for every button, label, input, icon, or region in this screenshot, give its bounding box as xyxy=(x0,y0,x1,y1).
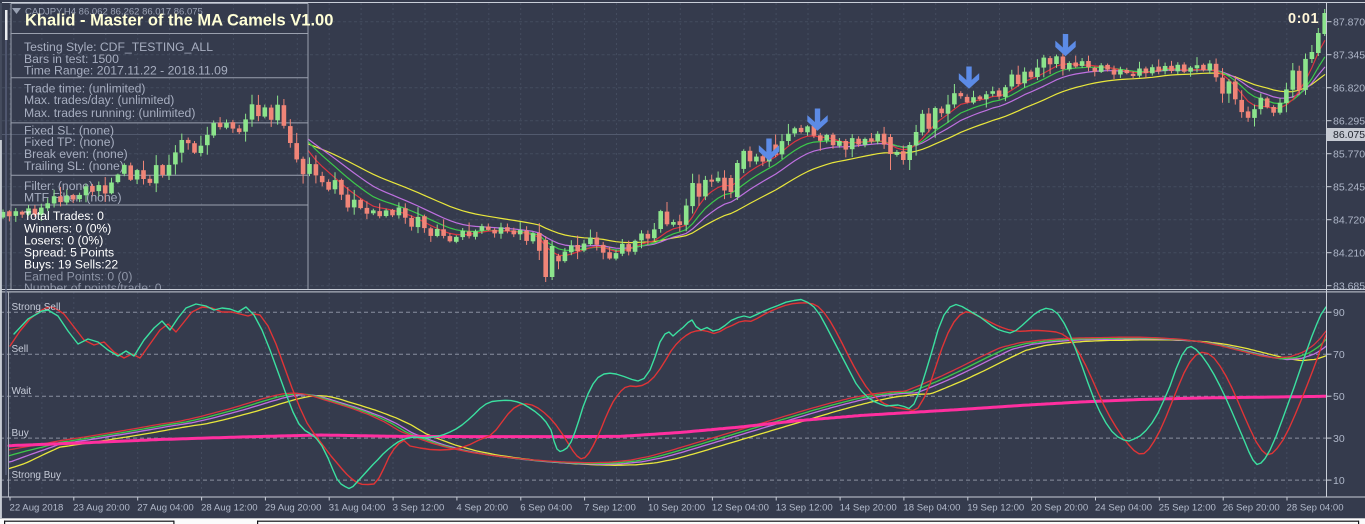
svg-text:Fixed TP: (none): Fixed TP: (none) xyxy=(24,135,115,149)
svg-text:Testing Style: CDF_TESTING_ALL: Testing Style: CDF_TESTING_ALL xyxy=(24,40,213,54)
svg-text:28 Aug 12:00: 28 Aug 12:00 xyxy=(201,503,258,514)
svg-text:4 Sep 20:00: 4 Sep 20:00 xyxy=(456,503,508,514)
svg-text:25 Sep 12:00: 25 Sep 12:00 xyxy=(1159,503,1216,514)
svg-text:6 Sep 04:00: 6 Sep 04:00 xyxy=(520,503,572,514)
svg-text:Fixed SL: (none): Fixed SL: (none) xyxy=(24,123,114,137)
svg-text:10 Sep 20:00: 10 Sep 20:00 xyxy=(648,503,705,514)
svg-text:86.295: 86.295 xyxy=(1333,115,1365,127)
svg-text:85.245: 85.245 xyxy=(1333,181,1365,193)
svg-text:Bars in test: 1500: Bars in test: 1500 xyxy=(24,52,119,66)
svg-text:20 Sep 20:00: 20 Sep 20:00 xyxy=(1031,503,1088,514)
svg-text:90: 90 xyxy=(1333,307,1345,319)
svg-text:12 Sep 04:00: 12 Sep 04:00 xyxy=(712,503,769,514)
svg-text:Sell: Sell xyxy=(12,344,29,355)
svg-text:26 Sep 20:00: 26 Sep 20:00 xyxy=(1223,503,1280,514)
svg-text:18 Sep 04:00: 18 Sep 04:00 xyxy=(903,503,960,514)
svg-text:Spread: 5 Points: Spread: 5 Points xyxy=(24,246,114,260)
svg-text:10: 10 xyxy=(1333,475,1345,487)
svg-text:Winners: 0 (0%): Winners: 0 (0%) xyxy=(24,222,111,236)
svg-text:86.075: 86.075 xyxy=(1333,129,1365,141)
svg-text:86.820: 86.820 xyxy=(1333,82,1365,94)
svg-text:CADJPY,H4 86.062 86.262 86.01: CADJPY,H4 86.062 86.262 86.017 86.075 xyxy=(25,7,203,18)
svg-text:87.345: 87.345 xyxy=(1333,49,1365,61)
svg-text:Wait: Wait xyxy=(12,386,32,397)
svg-text:85.770: 85.770 xyxy=(1333,148,1365,160)
svg-text:Trade time: (unlimited): Trade time: (unlimited) xyxy=(24,82,145,96)
svg-text:24 Sep 04:00: 24 Sep 04:00 xyxy=(1095,503,1152,514)
svg-text:Khalid - Master of the MA Came: Khalid - Master of the MA Camels V1.00 xyxy=(25,12,333,30)
svg-text:84.720: 84.720 xyxy=(1333,214,1365,226)
svg-text:Strong Sell: Strong Sell xyxy=(12,302,61,313)
svg-text:14 Sep 20:00: 14 Sep 20:00 xyxy=(840,503,897,514)
svg-text:Number of points/trade: 0: Number of points/trade: 0 xyxy=(24,281,162,295)
svg-text:50: 50 xyxy=(1333,391,1345,403)
svg-text:27 Aug 04:00: 27 Aug 04:00 xyxy=(137,503,194,514)
svg-text:31 Aug 04:00: 31 Aug 04:00 xyxy=(329,503,386,514)
svg-text:84.210: 84.210 xyxy=(1333,247,1365,259)
svg-text:3 Sep 12:00: 3 Sep 12:00 xyxy=(393,503,445,514)
svg-text:28 Sep 04:00: 28 Sep 04:00 xyxy=(1287,503,1344,514)
svg-text:Buy: Buy xyxy=(12,428,29,439)
svg-text:Max. trades running: (unlimite: Max. trades running: (unlimited) xyxy=(24,106,195,120)
svg-text:19 Sep 12:00: 19 Sep 12:00 xyxy=(967,503,1024,514)
svg-text:Time Range: 2017.11.22 - 2018.: Time Range: 2017.11.22 - 2018.11.09 xyxy=(24,64,228,78)
svg-text:Buys: 19 Sells:22: Buys: 19 Sells:22 xyxy=(24,258,118,272)
svg-text:0:01: 0:01 xyxy=(1288,11,1319,27)
svg-text:Total Trades: 0: Total Trades: 0 xyxy=(24,209,104,223)
svg-text:Break even: (none): Break even: (none) xyxy=(24,147,128,161)
svg-text:30: 30 xyxy=(1333,433,1345,445)
svg-text:Trailing SL: (none): Trailing SL: (none) xyxy=(24,159,124,173)
svg-text:83.685: 83.685 xyxy=(1333,280,1365,292)
svg-text:23 Aug 20:00: 23 Aug 20:00 xyxy=(73,503,130,514)
svg-text:Strong Buy: Strong Buy xyxy=(12,470,61,481)
svg-text:13 Sep 12:00: 13 Sep 12:00 xyxy=(776,503,833,514)
svg-text:87.870: 87.870 xyxy=(1333,16,1365,28)
svg-text:Max. trades/day: (unlimited): Max. trades/day: (unlimited) xyxy=(24,93,174,107)
svg-text:Earned Points: 0 (0): Earned Points: 0 (0) xyxy=(24,270,132,284)
svg-text:7 Sep 12:00: 7 Sep 12:00 xyxy=(584,503,636,514)
svg-text:70: 70 xyxy=(1333,349,1345,361)
svg-text:22 Aug 2018: 22 Aug 2018 xyxy=(10,503,64,514)
svg-text:29 Aug 20:00: 29 Aug 20:00 xyxy=(265,503,322,514)
svg-text:Filter: (none): Filter: (none) xyxy=(24,179,93,193)
svg-text:Losers: 0 (0%): Losers: 0 (0%) xyxy=(24,234,103,248)
